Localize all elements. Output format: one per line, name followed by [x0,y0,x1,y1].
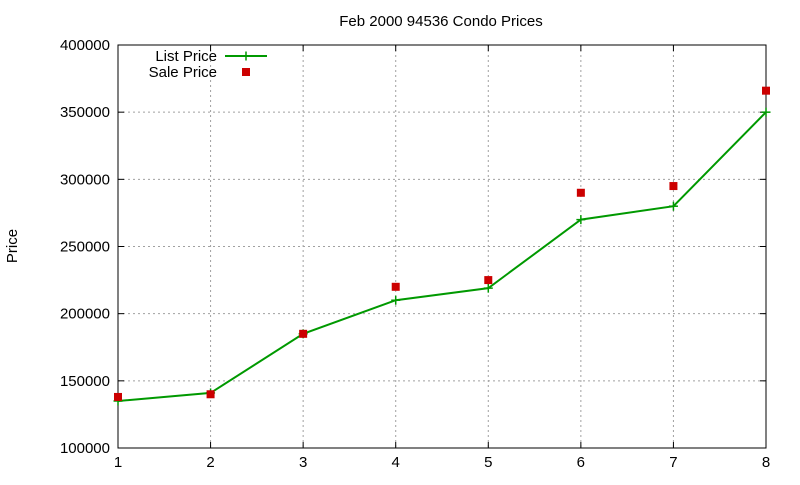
x-tick-label: 1 [114,454,122,471]
axis-ticks: 1 2 3 4 5 6 7 8 100000 150000 200000 250000 300000 35… [60,37,770,471]
y-tick-label: 300000 [60,171,110,188]
chart-title: Feb 2000 94536 Condo Prices [339,13,542,30]
x-tick-label: 3 [299,454,307,471]
legend-swatch-marker [241,51,251,61]
y-tick-label: 100000 [60,440,110,457]
series-list-price [113,107,771,406]
list-price-point [576,215,586,225]
sale-price-point [762,86,770,95]
legend-label: Sale Price [149,64,217,81]
sale-price-point [299,329,308,338]
sale-price-point [576,188,585,197]
y-tick-label: 400000 [60,37,110,54]
y-tick-label: 150000 [60,373,110,390]
legend-item-list-price: List Price [155,48,267,65]
x-tick-label: 7 [669,454,677,471]
x-tick-label: 6 [577,454,585,471]
sale-price-point [114,392,122,401]
legend-item-sale-price: Sale Price [149,64,250,81]
x-tick-label: 4 [392,454,400,471]
y-tick-label: 200000 [60,306,110,323]
y-tick-label: 350000 [60,104,110,121]
x-tick-label: 8 [762,454,770,471]
x-tick-label: 5 [484,454,492,471]
list-price-line [117,111,767,402]
y-axis-label: Price [4,229,21,263]
x-tick-label: 2 [206,454,214,471]
legend-label: List Price [155,48,217,65]
legend-swatch-marker [242,68,250,76]
list-price-point [668,201,678,211]
series-layer [113,86,771,406]
sale-price-point [669,182,678,191]
y-tick-label: 250000 [60,239,110,256]
series-sale-price [114,86,770,401]
sale-price-point [206,390,215,399]
list-price-point [761,107,771,117]
list-price-point [391,295,401,305]
sale-price-point [484,276,493,285]
grid [118,45,766,448]
sale-price-point [391,282,400,291]
list-price-point [483,283,493,293]
